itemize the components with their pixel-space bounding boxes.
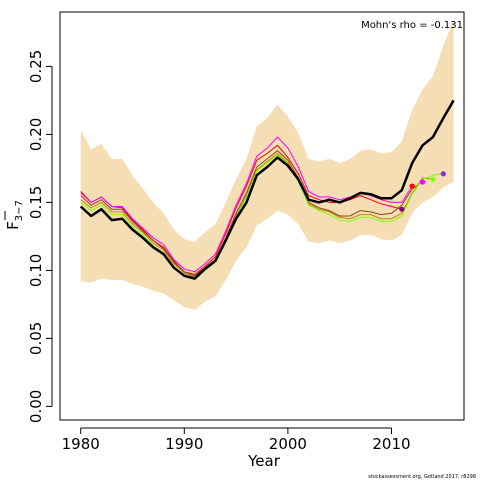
y-tick-label: 0.00 — [27, 390, 45, 423]
x-tick-label: 2000 — [269, 435, 307, 453]
y-tick-label: 0.10 — [27, 254, 45, 287]
x-tick-label: 1990 — [165, 435, 203, 453]
endpoint-marker-2 — [409, 183, 415, 189]
x-axis-title: Year — [247, 452, 281, 470]
credit-text: stockassessment.org, Gotland 2017, r8298 — [368, 474, 476, 480]
peel-line-3 — [80, 150, 423, 277]
plot-frame — [59, 11, 465, 421]
y-tick-label: 0.20 — [27, 118, 45, 151]
endpoint-marker-5 — [440, 171, 446, 177]
main-estimate-line — [79, 99, 455, 280]
x-tick-label: 2010 — [372, 435, 410, 453]
endpoint-marker-3 — [419, 179, 426, 185]
plot-area — [79, 20, 455, 310]
y-tick-label: 0.05 — [27, 322, 45, 355]
y-axis-title: F3−7 — [4, 200, 25, 230]
y-tick-label: 0.25 — [27, 50, 45, 83]
y-axis-title-sub: 3−7 — [14, 200, 25, 221]
mohns-rho-annotation: Mohn's rho = -0.131 — [361, 20, 463, 31]
y-tick-label: 0.15 — [27, 186, 45, 219]
axes: 1980 1990 2000 2010 0.00 0.05 0.10 0.15 0.20 0.25 — [27, 50, 411, 453]
confidence-band — [80, 20, 454, 310]
endpoint-marker-1 — [399, 206, 405, 212]
peel-line-4 — [80, 152, 433, 278]
endpoint-marker-4 — [430, 176, 436, 182]
peel-line-5 — [80, 154, 444, 281]
svg-text:F3−7: F3−7 — [4, 200, 25, 230]
y-axis-title-main: F — [4, 221, 22, 230]
x-tick-label: 1980 — [62, 435, 100, 453]
